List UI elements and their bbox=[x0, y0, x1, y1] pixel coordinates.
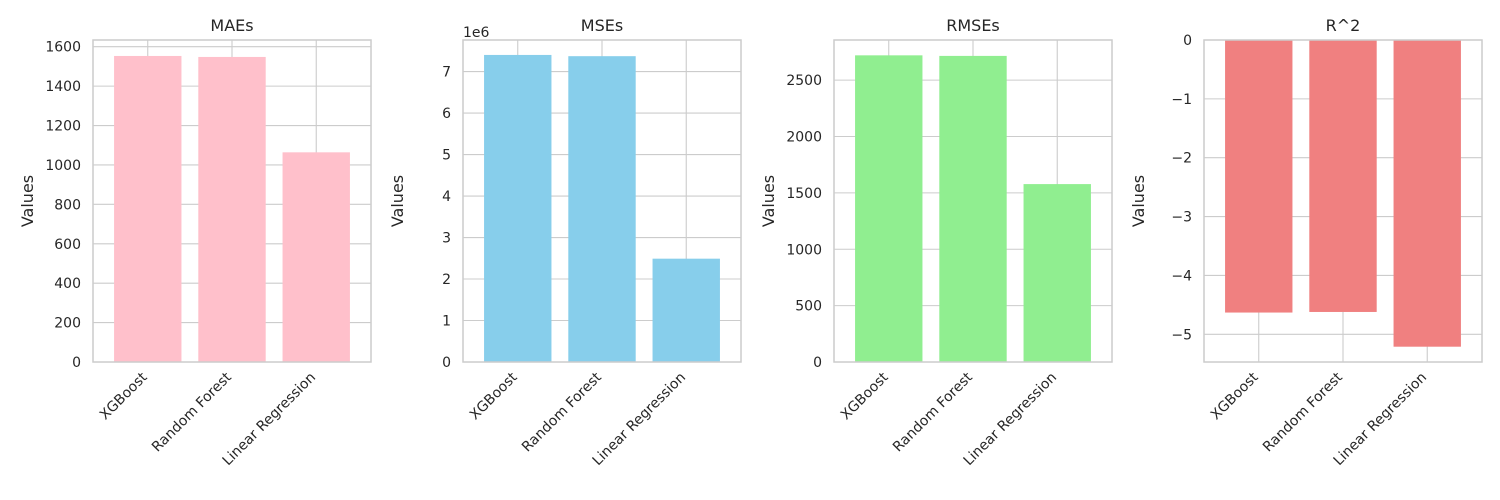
y-tick-label: 2000 bbox=[786, 130, 822, 146]
y-tick-label: 600 bbox=[54, 237, 81, 253]
y-tick-label: 400 bbox=[54, 276, 81, 292]
bar-random-forest bbox=[939, 55, 1007, 362]
axes-frame bbox=[833, 39, 1113, 363]
x-tick-label: Random Forest bbox=[890, 369, 976, 455]
bar-linear-regression bbox=[282, 152, 350, 362]
chart-title: MSEs bbox=[581, 16, 623, 35]
y-tick-label: 800 bbox=[54, 197, 81, 213]
x-tick-label: XGBoost bbox=[838, 369, 892, 423]
x-tick-label: Linear Regression bbox=[220, 370, 319, 469]
y-axis-label: Values bbox=[18, 175, 37, 227]
bar-xgboost bbox=[1225, 40, 1293, 313]
y-tick-label: 2500 bbox=[786, 73, 822, 89]
y-tick-label: 1600 bbox=[45, 40, 81, 56]
axes-frame bbox=[462, 39, 742, 363]
y-tick-label: 5 bbox=[442, 148, 451, 164]
x-tick-label: XGBoost bbox=[467, 369, 521, 423]
bar-xgboost bbox=[855, 55, 923, 362]
y-tick-label: −2 bbox=[1171, 151, 1192, 167]
bar-random-forest bbox=[568, 56, 636, 363]
bar-xgboost bbox=[114, 55, 182, 362]
x-tick-label: XGBoost bbox=[1208, 369, 1262, 423]
y-tick-label: 1000 bbox=[786, 242, 822, 258]
y-tick-label: 6 bbox=[442, 106, 451, 122]
y-tick-label: −1 bbox=[1171, 92, 1192, 108]
y-tick-label: 0 bbox=[813, 355, 822, 371]
y-tick-label: 0 bbox=[72, 355, 81, 371]
bar-linear-regression bbox=[1023, 184, 1091, 362]
y-axis-label: Values bbox=[388, 175, 407, 227]
bar-random-forest bbox=[1309, 40, 1377, 312]
x-tick-label: Random Forest bbox=[1260, 369, 1346, 455]
y-offset-label: 1e6 bbox=[463, 25, 490, 41]
y-axis-label: Values bbox=[759, 175, 778, 227]
axes-frame bbox=[92, 39, 372, 363]
axes-frame bbox=[1203, 39, 1483, 363]
chart-title: MAEs bbox=[210, 16, 253, 35]
y-tick-label: 0 bbox=[1183, 33, 1192, 49]
y-tick-label: −5 bbox=[1171, 327, 1192, 343]
x-tick-label: Linear Regression bbox=[1331, 370, 1430, 469]
y-tick-label: 0 bbox=[442, 355, 451, 371]
y-tick-label: 200 bbox=[54, 316, 81, 332]
y-tick-label: 1500 bbox=[786, 186, 822, 202]
chart-title: R^2 bbox=[1326, 16, 1361, 35]
y-tick-label: 1200 bbox=[45, 119, 81, 135]
y-tick-label: 500 bbox=[795, 299, 822, 315]
x-tick-label: Linear Regression bbox=[590, 370, 689, 469]
y-tick-label: −3 bbox=[1171, 210, 1192, 226]
y-axis-label: Values bbox=[1129, 175, 1148, 227]
bar-xgboost bbox=[484, 54, 552, 363]
y-tick-label: 4 bbox=[442, 189, 451, 205]
y-tick-label: 2 bbox=[442, 272, 451, 288]
y-tick-label: 1000 bbox=[45, 158, 81, 174]
chart-panel-1: 0 200 400 600 800 1000 1200 1400 1600 XGBoostRand… bbox=[18, 16, 372, 469]
bar-linear-regression bbox=[1393, 40, 1461, 347]
x-tick-label: Random Forest bbox=[149, 369, 235, 455]
y-tick-label: 3 bbox=[442, 231, 451, 247]
x-tick-label: Linear Regression bbox=[961, 370, 1060, 469]
y-tick-label: 1 bbox=[442, 314, 451, 330]
bar-random-forest bbox=[198, 56, 266, 363]
chart-title: RMSEs bbox=[946, 16, 1000, 35]
x-tick-label: XGBoost bbox=[97, 369, 151, 423]
x-tick-label: Random Forest bbox=[519, 369, 605, 455]
bar-linear-regression bbox=[652, 258, 720, 362]
y-tick-label: −4 bbox=[1171, 268, 1192, 284]
y-tick-label: 1400 bbox=[45, 79, 81, 95]
y-tick-label: 7 bbox=[442, 65, 451, 81]
